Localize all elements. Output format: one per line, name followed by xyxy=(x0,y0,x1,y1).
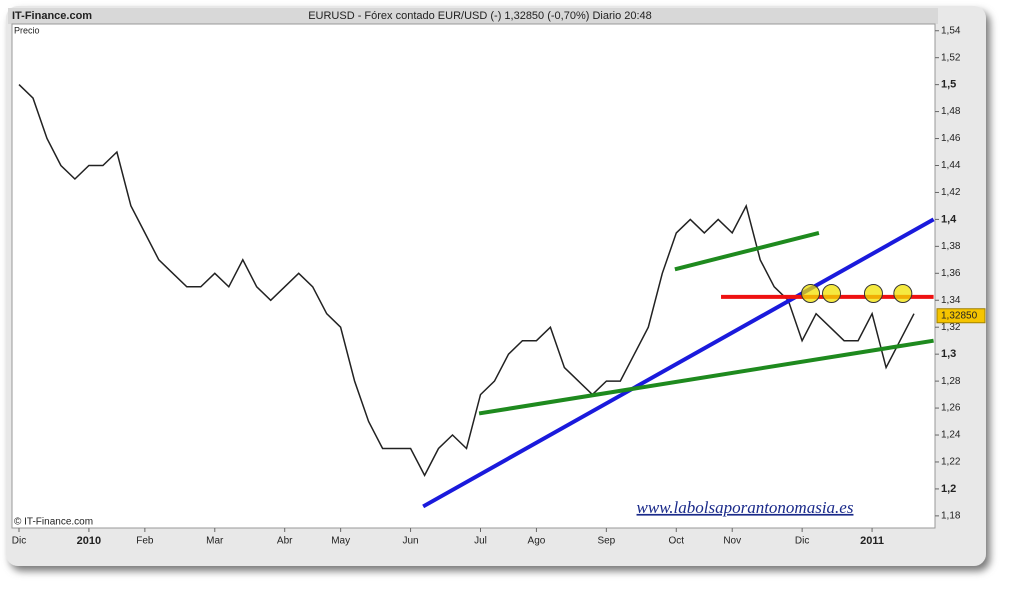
x-tick-label: Sep xyxy=(597,536,615,547)
last-price-box xyxy=(936,308,986,324)
y-tick-label: 1,26 xyxy=(941,403,961,414)
trendline xyxy=(422,217,935,509)
y-label: Precio xyxy=(14,25,40,35)
y-tick-label: 1,18 xyxy=(941,511,961,522)
y-tick-label: 1,2 xyxy=(941,483,956,495)
y-tick-label: 1,44 xyxy=(941,160,961,171)
copyright: © IT-Finance.com xyxy=(14,517,93,528)
header-bar xyxy=(8,8,938,24)
x-tick-label: Dic xyxy=(12,536,26,547)
marker-circle xyxy=(822,284,842,304)
marker-circle xyxy=(893,284,913,304)
y-tick-label: 1,48 xyxy=(941,106,961,117)
y-tick-label: 1,22 xyxy=(941,457,961,468)
x-tick-label: May xyxy=(331,536,350,547)
x-tick-label: Feb xyxy=(136,536,154,547)
site-name: IT-Finance.com xyxy=(12,10,92,22)
y-tick-label: 1,46 xyxy=(941,133,961,144)
y-tick-label: 1,54 xyxy=(941,25,961,36)
y-tick-label: 1,3 xyxy=(941,348,956,360)
y-tick-label: 1,42 xyxy=(941,187,961,198)
watermark: www.labolsaporantonomasia.es xyxy=(637,498,854,517)
last-price-label: 1,32850 xyxy=(941,310,978,321)
x-tick-label: Mar xyxy=(206,536,224,547)
price-line xyxy=(18,84,915,478)
trendline xyxy=(674,230,820,272)
x-tick-label: Oct xyxy=(668,536,684,547)
y-tick-label: 1,5 xyxy=(941,79,956,91)
y-tick-label: 1,28 xyxy=(941,376,961,387)
trendline xyxy=(478,338,934,416)
x-tick-label: Dic xyxy=(795,536,809,547)
x-tick-label: Nov xyxy=(723,536,741,547)
y-tick-label: 1,36 xyxy=(941,268,961,279)
x-tick-label: Jul xyxy=(474,536,487,547)
x-tick-label: Ago xyxy=(528,536,546,547)
y-tick-label: 1,52 xyxy=(941,52,961,63)
x-tick-label: 2011 xyxy=(860,535,884,547)
y-tick-label: 1,4 xyxy=(941,213,957,225)
y-tick-label: 1,38 xyxy=(941,241,961,252)
y-tick-label: 1,34 xyxy=(941,295,961,306)
y-tick-label: 1,32 xyxy=(941,322,961,333)
chart-title: EURUSD - Fórex contado EUR/USD (-) 1,328… xyxy=(308,10,652,22)
marker-circle xyxy=(801,284,821,304)
plot-area xyxy=(11,23,936,529)
x-tick-label: 2010 xyxy=(77,535,101,547)
x-tick-label: Jun xyxy=(403,536,419,547)
marker-circle xyxy=(863,284,883,304)
x-tick-label: Abr xyxy=(277,536,293,547)
y-tick-label: 1,24 xyxy=(941,430,961,441)
